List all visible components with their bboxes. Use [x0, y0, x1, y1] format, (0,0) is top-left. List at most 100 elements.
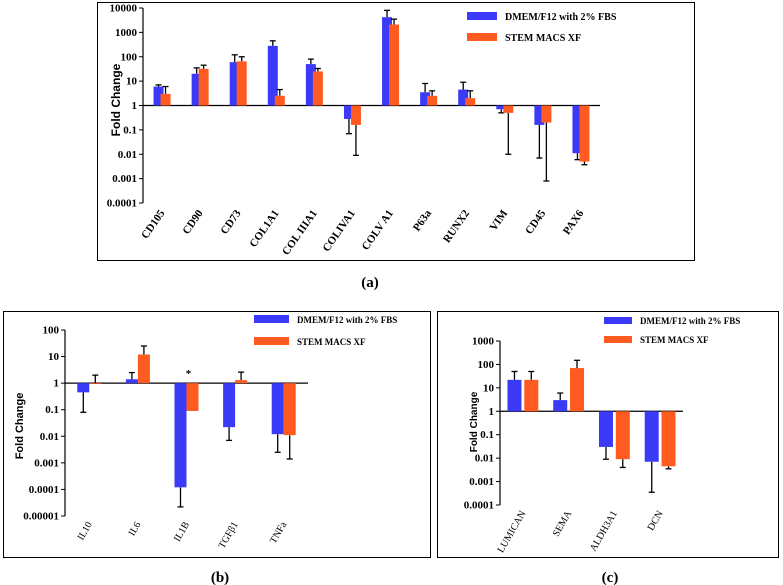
bar-stemmacs [661, 411, 676, 467]
panel-b-chart: 0.00001 0.0001 0.001 0.01 0.1 1 10 100 Fold Chan… [14, 315, 397, 551]
bar-dmem [153, 86, 164, 106]
y-tick-label: 0.1 [45, 404, 59, 416]
x-category-label: COLIVA1 [321, 208, 358, 254]
y-tick-label: 1000 [115, 27, 138, 39]
bar-dmem [496, 105, 507, 110]
x-category-label: CD73 [218, 207, 244, 236]
bar-stemmacs [235, 380, 248, 384]
x-category-label: P63a [411, 207, 434, 233]
legend-swatch [254, 315, 289, 323]
legend-label: DMEM/F12 with 2% FBS [505, 12, 617, 23]
bar-stemmacs [236, 61, 247, 106]
x-category-label: SEMA [551, 508, 575, 538]
x-category-label: RUNX2 [441, 207, 472, 245]
bar-stemmacs [89, 383, 102, 384]
legend-label: STEM MACS XF [640, 335, 709, 345]
x-category-label: CD45 [523, 207, 549, 236]
bar-stemmacs [524, 379, 539, 412]
bar-dmem [191, 73, 202, 106]
bar-dmem [343, 105, 354, 119]
significance-marker: * [186, 368, 192, 380]
y-tick-label: 1 [132, 100, 138, 112]
x-category-label: LUMICAN [496, 509, 529, 555]
legend-swatch [467, 12, 497, 20]
bar-stemmacs [389, 24, 400, 106]
y-tick-label: 10 [48, 351, 60, 363]
bar-dmem [572, 105, 583, 154]
legend-label: STEM MACS XF [505, 33, 581, 44]
y-axis-label: Fold Change [469, 391, 480, 452]
panel-c-chart: 0.0001 0.001 0.01 0.1 1 10 100 1000 Fold Change L… [464, 316, 741, 555]
y-tick-label: 0.1 [480, 429, 494, 441]
legend-swatch [604, 336, 632, 343]
y-tick-label: 0.00001 [23, 511, 59, 523]
y-tick-label: 0.001 [469, 476, 494, 488]
bar-stemmacs [198, 68, 209, 106]
bar-stemmacs [615, 411, 630, 460]
y-tick-label: 100 [121, 51, 138, 63]
x-category-label: TNFa [268, 520, 289, 546]
bar-stemmacs [570, 368, 585, 412]
bar-dmem [534, 105, 545, 125]
bar-dmem [267, 45, 278, 106]
y-tick-label: 0.0001 [464, 500, 494, 512]
x-category-label: TGFβ1 [217, 520, 241, 551]
bar-dmem [174, 383, 187, 488]
legend-swatch [604, 317, 632, 324]
bar-stemmacs [579, 105, 590, 162]
bar-stemmacs [312, 71, 323, 106]
y-tick-label: 0.001 [34, 457, 59, 469]
y-axis-label: Fold Change [14, 393, 26, 460]
bar-dmem [305, 64, 316, 106]
y-tick-label: 0.0001 [29, 484, 59, 496]
bar-dmem [598, 411, 613, 447]
x-category-label: PAX6 [561, 207, 587, 237]
legend-label: STEM MACS XF [297, 337, 366, 347]
panel-b-frame [3, 311, 431, 558]
bar-stemmacs [137, 354, 150, 384]
x-category-label: IL10 [76, 520, 95, 542]
bar-dmem [458, 89, 469, 106]
y-tick-label: 100 [478, 359, 495, 371]
y-tick-label: 10000 [110, 3, 138, 15]
panel-c-caption: (c) [602, 570, 619, 585]
y-tick-label: 1000 [472, 336, 495, 348]
legend-label: DMEM/F12 with 2% FBS [640, 316, 740, 326]
y-tick-label: 10 [126, 76, 138, 88]
y-tick-label: 0.1 [123, 124, 137, 136]
x-category-label: CD90 [180, 207, 206, 236]
bar-dmem [77, 383, 90, 393]
legend-label: DMEM/F12 with 2% FBS [297, 315, 397, 325]
x-category-label: VIM [487, 207, 510, 233]
bar-dmem [553, 400, 568, 412]
panel-a-caption: (a) [361, 275, 379, 291]
bar-stemmacs [350, 105, 361, 125]
bar-dmem [420, 92, 431, 106]
bar-dmem [229, 62, 240, 106]
panel-a-frame [97, 2, 695, 261]
bar-stemmacs [427, 95, 438, 106]
y-axis-label: Fold Change [109, 63, 123, 136]
legend-swatch [467, 33, 497, 41]
y-tick-label: 0.01 [118, 149, 137, 161]
x-category-label: COL1A1 [247, 208, 281, 250]
panel-c-frame [437, 311, 779, 558]
y-tick-label: 0.001 [112, 173, 137, 185]
y-tick-label: 0.0001 [107, 198, 137, 210]
x-category-label: ALDH3A1 [588, 509, 620, 553]
panel-b-caption: (b) [211, 570, 229, 585]
bar-stemmacs [186, 383, 199, 411]
y-tick-label: 1 [489, 406, 495, 418]
bar-stemmacs [503, 105, 514, 113]
x-category-label: IL1B [172, 520, 192, 544]
bar-dmem [382, 17, 393, 106]
x-category-label: DCN [646, 509, 666, 533]
bar-stemmacs [465, 98, 476, 106]
panel-a-chart: 0.0001 0.001 0.01 0.1 1 10 100 1000 10000 Fold Ch… [107, 3, 617, 258]
x-category-label: IL6 [127, 520, 144, 538]
bar-dmem [507, 379, 522, 412]
x-category-label: CD105 [139, 207, 168, 241]
bar-stemmacs [283, 383, 296, 436]
x-category-label: COLV A1 [360, 208, 396, 253]
bar-stemmacs [274, 95, 285, 106]
